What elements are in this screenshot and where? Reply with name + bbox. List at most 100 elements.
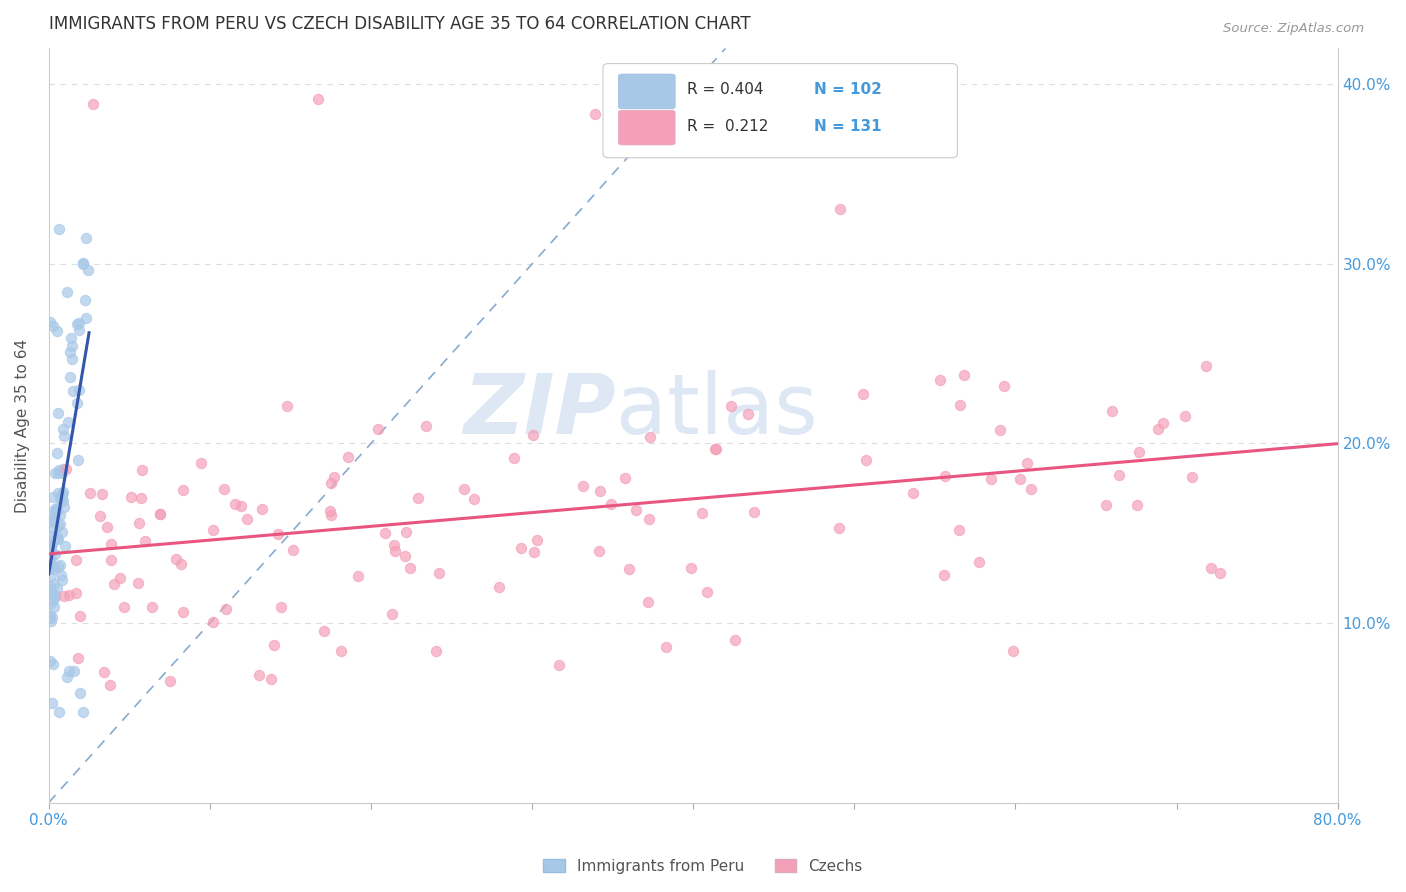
Point (67, 323, 90, 337)
Point (851, 387, 873, 401)
Point (1146, 422, 1168, 436)
Point (72, 257, 94, 271)
Point (190, 457, 212, 471)
Point (263, 638, 285, 652)
Point (48, 519, 70, 533)
Point (108, 571, 131, 585)
Point (224, 497, 246, 511)
Point (948, 524, 970, 538)
Point (56, 285, 79, 300)
Point (626, 503, 648, 517)
Point (1095, 498, 1118, 512)
Point (215, 602, 238, 616)
Point (59, 345, 82, 359)
Point (39, 315, 62, 329)
Point (1174, 409, 1197, 423)
Point (69, 609, 91, 624)
Point (39, 515, 62, 529)
Point (127, 576, 149, 591)
Point (39, 579, 62, 593)
Point (44, 547, 66, 561)
Point (703, 442, 725, 457)
Point (51, 573, 73, 587)
Point (44, 504, 66, 518)
Point (46, 503, 69, 517)
Point (384, 544, 406, 558)
Point (56, 670, 79, 684)
Point (72, 705, 94, 719)
Point (79, 485, 101, 500)
Point (39, 609, 62, 624)
Point (39, 514, 62, 528)
Text: N = 102: N = 102 (814, 82, 882, 97)
FancyBboxPatch shape (603, 63, 957, 158)
Point (39, 529, 62, 543)
Point (49, 558, 72, 573)
Point (993, 379, 1015, 393)
Point (52, 461, 75, 475)
Point (637, 594, 659, 608)
Point (41, 587, 63, 601)
Point (90, 487, 112, 501)
Point (855, 453, 877, 467)
Point (73, 293, 96, 307)
Point (128, 516, 150, 530)
Point (39, 570, 62, 584)
Point (463, 492, 485, 507)
Point (52, 494, 75, 508)
Point (236, 512, 259, 526)
Point (276, 399, 298, 413)
Point (44, 502, 66, 516)
Point (415, 419, 437, 434)
Point (583, 107, 606, 121)
Point (367, 422, 389, 436)
Point (737, 408, 759, 422)
Point (1001, 644, 1024, 658)
Point (1021, 482, 1043, 496)
Point (134, 533, 156, 548)
Point (323, 470, 346, 484)
Point (100, 537, 122, 551)
Point (307, 92, 329, 106)
Point (159, 673, 181, 688)
Point (425, 644, 447, 658)
Point (1126, 498, 1149, 512)
Point (690, 506, 713, 520)
Point (65, 553, 87, 567)
Point (934, 468, 956, 483)
Point (39, 554, 62, 568)
FancyBboxPatch shape (619, 111, 675, 145)
Point (39, 654, 62, 668)
Point (52, 484, 75, 499)
Point (75, 310, 97, 325)
Point (41, 537, 63, 551)
Point (112, 600, 135, 615)
Point (980, 472, 1002, 486)
Point (46, 532, 69, 546)
Point (44, 509, 66, 524)
Point (46, 504, 69, 518)
Point (67, 650, 90, 665)
Point (381, 607, 404, 621)
Point (172, 605, 194, 619)
Point (509, 541, 531, 555)
Point (502, 451, 524, 466)
Point (44, 577, 66, 591)
Point (453, 482, 475, 496)
Point (131, 463, 153, 477)
Point (408, 491, 430, 505)
Point (60, 339, 83, 353)
Point (934, 568, 956, 582)
Point (48, 560, 70, 574)
Point (48, 466, 70, 480)
Point (953, 368, 976, 382)
Point (1108, 467, 1130, 482)
Point (588, 544, 610, 558)
Point (53, 500, 76, 515)
Point (129, 491, 152, 505)
Point (65, 586, 87, 600)
Point (51, 466, 73, 480)
Point (75, 231, 97, 245)
Point (330, 643, 353, 657)
Point (60, 331, 83, 345)
